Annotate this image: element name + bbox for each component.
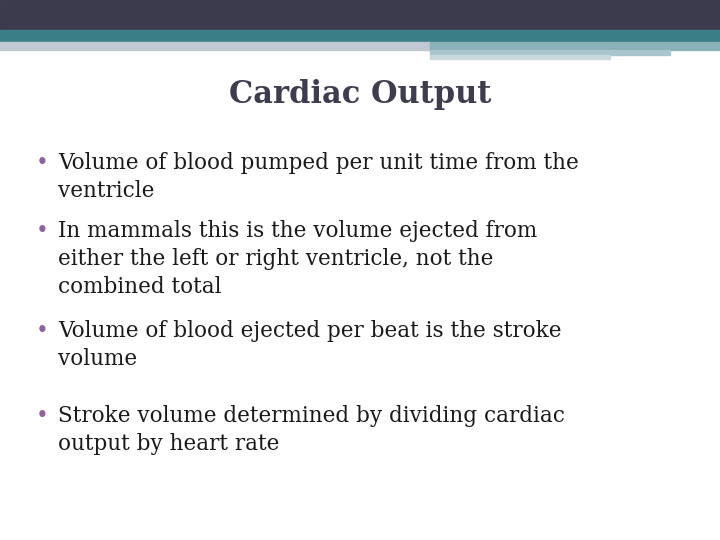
Text: •: • xyxy=(35,220,48,242)
Text: Volume of blood pumped per unit time from the
ventricle: Volume of blood pumped per unit time fro… xyxy=(58,152,579,202)
Text: In mammals this is the volume ejected from
either the left or right ventricle, n: In mammals this is the volume ejected fr… xyxy=(58,220,537,298)
Bar xyxy=(430,42,720,50)
Text: •: • xyxy=(35,152,48,174)
Text: Stroke volume determined by dividing cardiac
output by heart rate: Stroke volume determined by dividing car… xyxy=(58,405,565,455)
Text: Volume of blood ejected per beat is the stroke
volume: Volume of blood ejected per beat is the … xyxy=(58,320,562,370)
Text: •: • xyxy=(35,405,48,427)
Bar xyxy=(430,55,610,59)
Text: •: • xyxy=(35,320,48,342)
Text: Cardiac Output: Cardiac Output xyxy=(229,79,491,111)
Bar xyxy=(430,50,670,55)
Bar xyxy=(0,42,430,50)
Bar xyxy=(0,0,720,30)
Bar xyxy=(0,30,720,42)
